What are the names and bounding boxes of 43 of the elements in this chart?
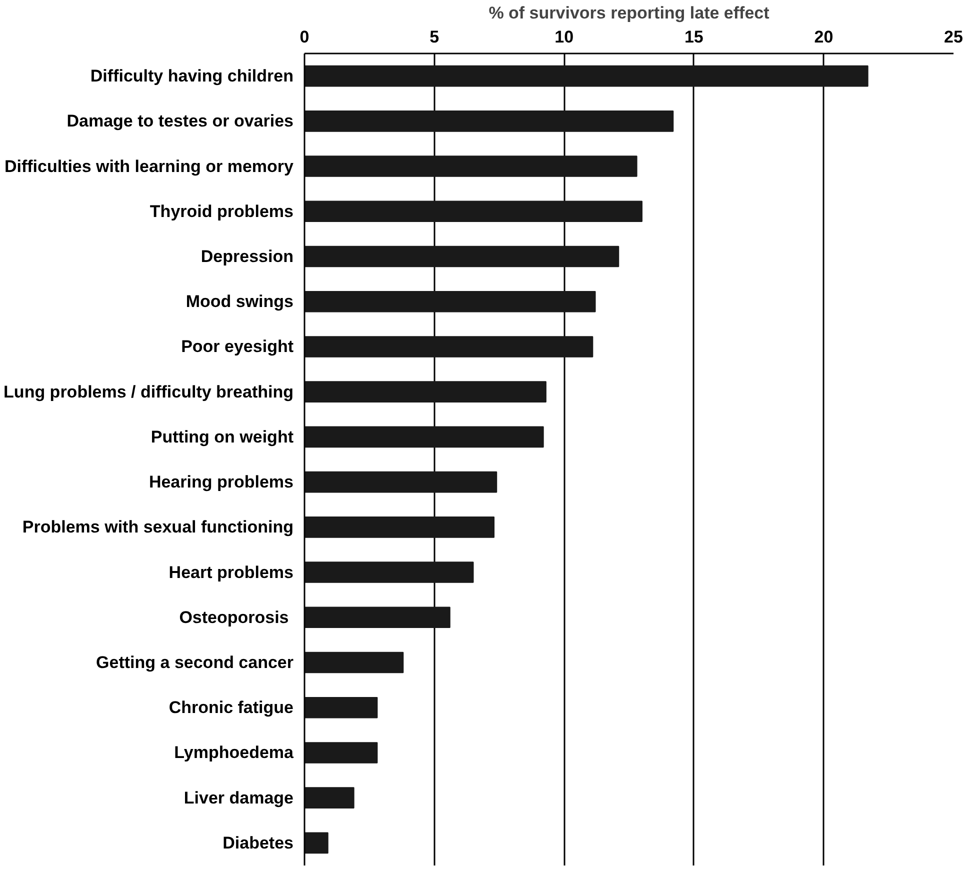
y-tick-label: Problems with sexual functioning — [22, 518, 294, 537]
y-tick-label: Depression — [200, 247, 294, 266]
bar — [304, 562, 474, 583]
y-tick-label: Hearing problems — [148, 472, 294, 492]
bar — [304, 652, 404, 674]
y-tick-label: Getting a second cancer — [96, 653, 294, 672]
x-tick-label: 5 — [430, 28, 440, 46]
bar — [304, 336, 594, 358]
y-tick-label: Lymphoedema — [174, 743, 294, 762]
bar — [304, 246, 620, 268]
bar — [304, 65, 868, 87]
bar — [304, 787, 354, 808]
bar — [304, 426, 544, 448]
x-tick-label: 0 — [300, 28, 310, 46]
bar — [304, 156, 638, 177]
y-tick-label: Liver damage — [184, 788, 294, 808]
x-tick-label: 15 — [684, 28, 704, 46]
bar — [304, 606, 450, 628]
bar — [304, 110, 674, 132]
y-tick-label: Difficulties with learning or memory — [4, 156, 294, 176]
y-tick-label: Thyroid problems — [150, 202, 294, 221]
bar — [304, 381, 546, 402]
x-tick-label: 20 — [814, 28, 834, 46]
y-tick-label: Lung problems / difficulty breathing — [4, 382, 294, 402]
y-tick-label: Putting on weight — [150, 427, 294, 446]
y-tick-label: Diabetes — [222, 833, 294, 852]
y-tick-label: Damage to testes or ovaries — [66, 112, 294, 131]
y-tick-label: Poor eyesight — [181, 337, 294, 356]
y-tick-label: Chronic fatigue — [168, 698, 294, 718]
y-tick-label: Heart problems — [168, 562, 294, 582]
bar — [304, 832, 328, 854]
bar — [304, 290, 596, 312]
x-tick-label: 25 — [944, 28, 963, 46]
x-axis-title: % of survivors reporting late effect — [488, 4, 770, 22]
bar — [304, 471, 498, 493]
y-tick-label: Difficulty having children — [90, 66, 294, 86]
y-tick-label: Mood swings — [186, 292, 294, 312]
bar — [304, 696, 378, 718]
bar — [304, 742, 378, 764]
bar — [304, 516, 495, 538]
bar — [304, 200, 642, 222]
x-tick-label: 10 — [554, 28, 574, 46]
y-tick-label: Osteoporosis — [179, 608, 289, 627]
